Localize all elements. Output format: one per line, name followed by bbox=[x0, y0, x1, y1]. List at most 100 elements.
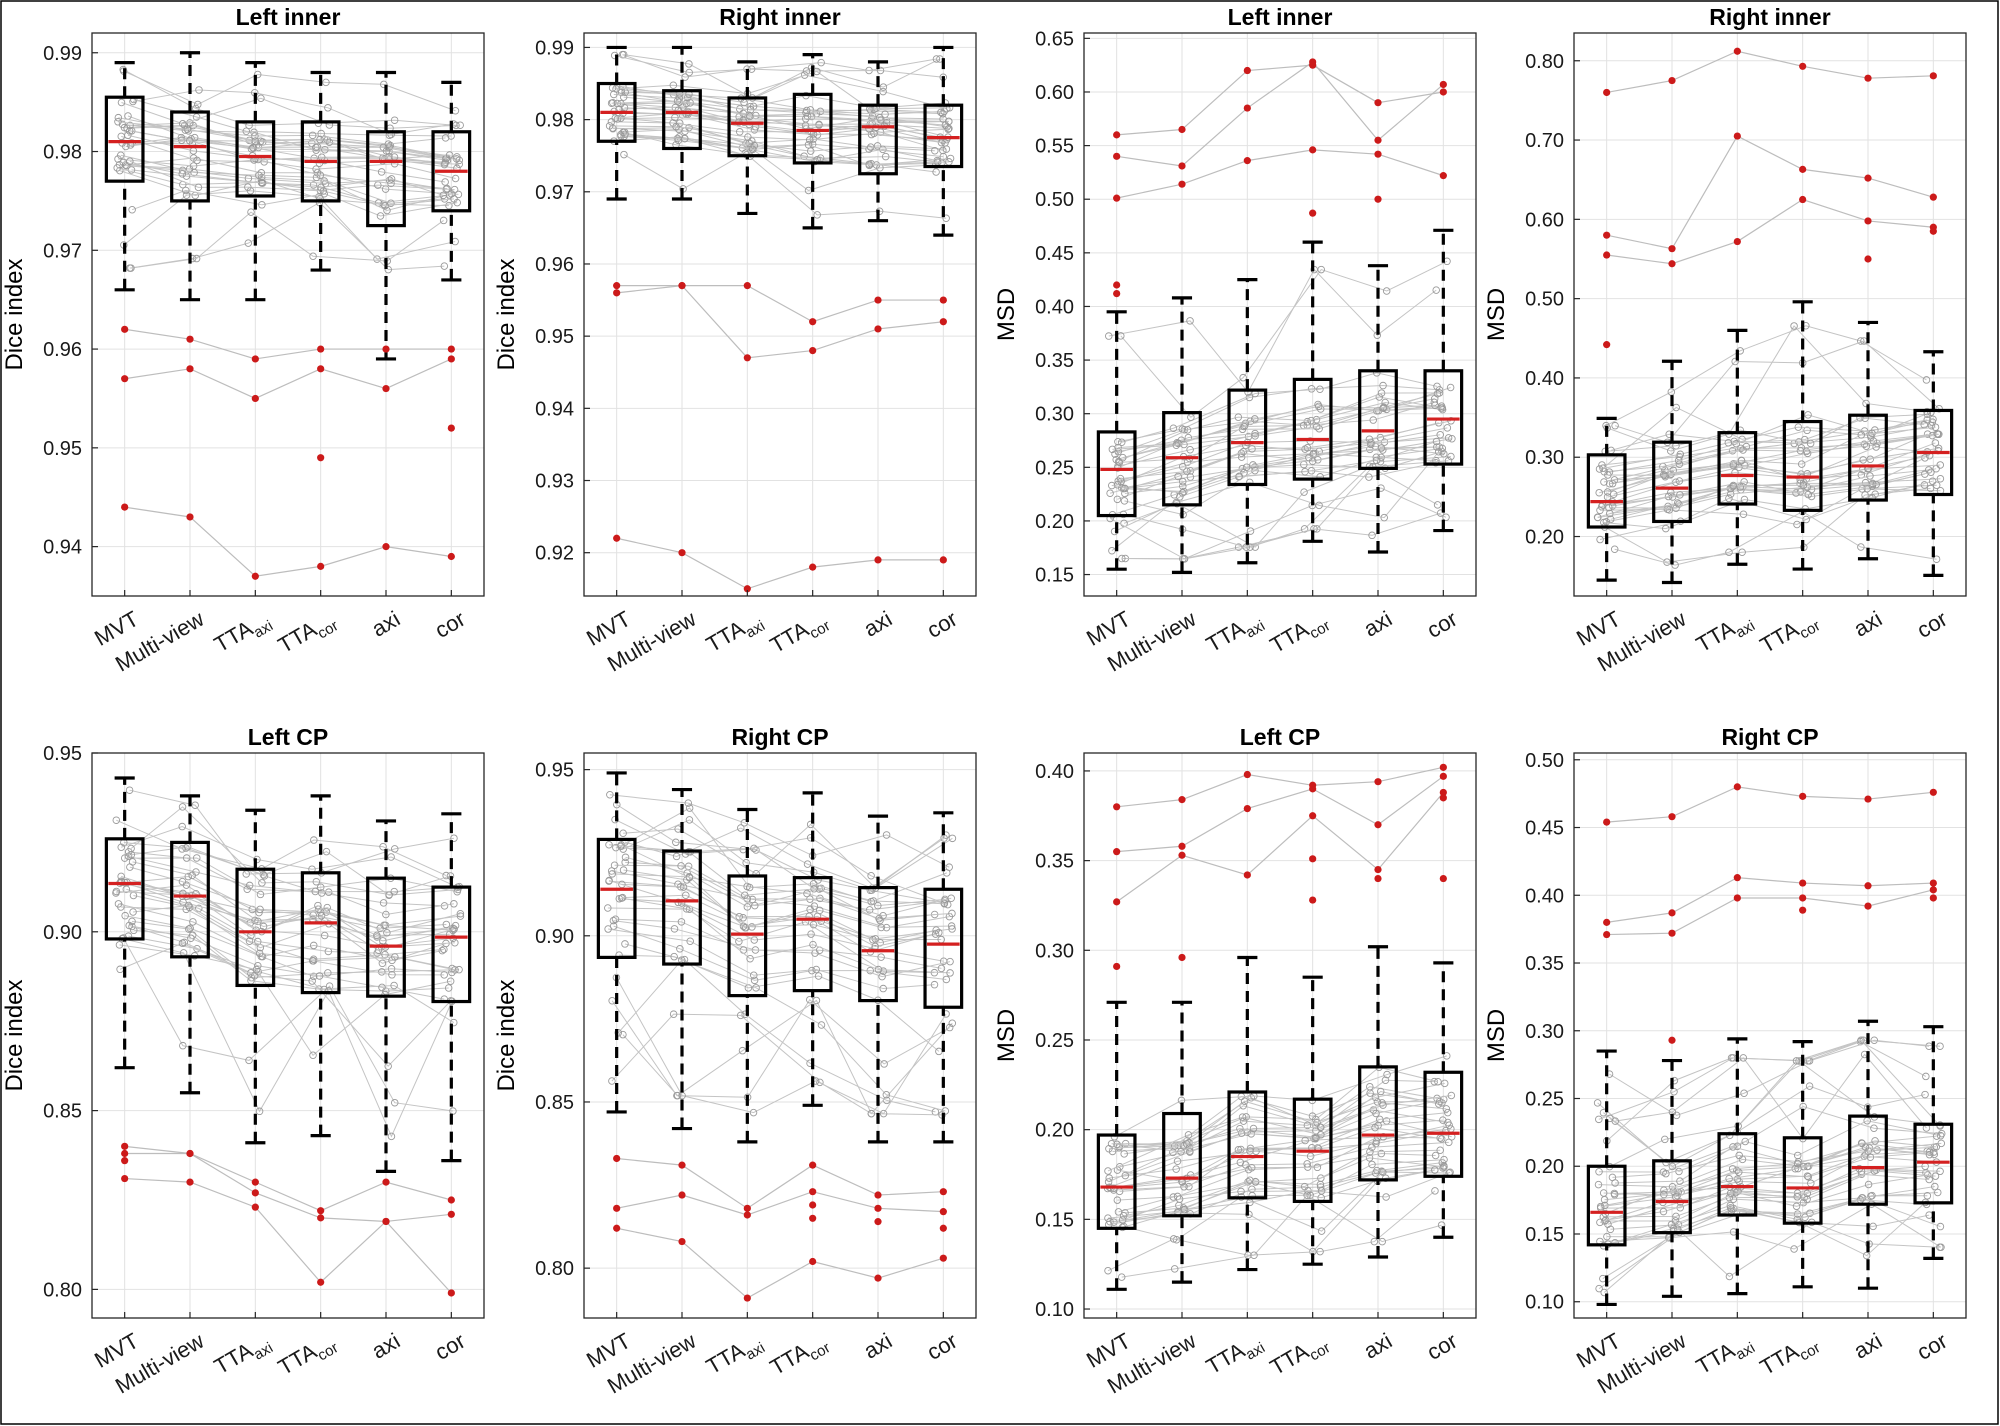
subject-point bbox=[752, 984, 760, 992]
x-tick-label: cor bbox=[431, 606, 470, 643]
outlier-marker bbox=[1799, 906, 1807, 914]
subject-trace bbox=[125, 915, 452, 977]
subject-trace bbox=[128, 851, 454, 916]
subject-point bbox=[684, 799, 693, 807]
subject-trace bbox=[118, 903, 443, 961]
subject-point bbox=[1735, 1151, 1743, 1160]
subject-point bbox=[1739, 510, 1748, 519]
y-tick-label: 0.45 bbox=[1525, 818, 1564, 840]
subject-point bbox=[1594, 1180, 1603, 1189]
subject-trace bbox=[623, 131, 938, 163]
subject-trace bbox=[121, 938, 453, 1138]
subject-trace bbox=[617, 959, 946, 1112]
subject-point bbox=[454, 190, 463, 199]
subject-trace bbox=[608, 880, 953, 940]
outlier-trace bbox=[1116, 766, 1444, 808]
subject-point bbox=[1437, 1221, 1446, 1229]
subject-point bbox=[185, 903, 194, 912]
subject-trace bbox=[613, 925, 947, 981]
subject-trace bbox=[621, 844, 952, 917]
subject-trace bbox=[117, 158, 448, 190]
subject-point bbox=[378, 968, 386, 976]
subject-trace bbox=[133, 99, 452, 137]
subject-point bbox=[1249, 1124, 1258, 1133]
subject-point bbox=[802, 106, 811, 115]
subject-point bbox=[373, 255, 381, 263]
subject-trace bbox=[1609, 1039, 1930, 1116]
outlier-marker bbox=[1243, 104, 1251, 112]
subject-point bbox=[619, 93, 628, 101]
subject-point bbox=[617, 842, 625, 851]
subject-point bbox=[876, 66, 885, 75]
subject-point bbox=[1596, 535, 1604, 544]
subject-point bbox=[192, 254, 201, 263]
chart-panel-3: 0.15 0.20 0.25 0.30 0.35 0.40 0.45 0.50 0.55 0.60… bbox=[993, 4, 1477, 677]
subject-point bbox=[746, 106, 755, 114]
subject-point bbox=[800, 71, 809, 79]
subject-trace bbox=[609, 880, 936, 947]
subject-point bbox=[1183, 467, 1191, 476]
subject-point bbox=[253, 855, 261, 864]
subject-point bbox=[1434, 1077, 1442, 1086]
outlier-trace bbox=[616, 1157, 944, 1210]
subject-point bbox=[1300, 525, 1309, 533]
subject-point bbox=[310, 836, 318, 844]
subject-point bbox=[1179, 1204, 1188, 1212]
box-iqr bbox=[1782, 1136, 1823, 1225]
outlier-marker bbox=[121, 1149, 129, 1158]
subject-point bbox=[126, 121, 134, 130]
outlier-marker bbox=[874, 1274, 882, 1282]
x-tick-label-base: axi bbox=[1359, 1328, 1396, 1364]
box-1 bbox=[596, 45, 637, 201]
subject-point bbox=[1931, 423, 1940, 431]
subject-point bbox=[1923, 1192, 1932, 1200]
x-tick-label: TTAaxi bbox=[702, 606, 768, 662]
subject-point bbox=[1433, 501, 1442, 509]
box-iqr bbox=[1586, 453, 1627, 529]
subject-trace bbox=[620, 807, 947, 903]
subject-point bbox=[877, 923, 886, 932]
outlier-markers bbox=[1603, 783, 1937, 1044]
outlier-marker bbox=[186, 365, 194, 373]
outlier-marker bbox=[1603, 341, 1611, 349]
subject-trace bbox=[1599, 417, 1925, 470]
subject-point bbox=[803, 860, 812, 868]
outlier-marker bbox=[1309, 855, 1317, 863]
subject-trace bbox=[123, 842, 458, 896]
subject-point bbox=[739, 922, 748, 931]
subject-point bbox=[1317, 1131, 1325, 1139]
subject-point bbox=[178, 170, 187, 178]
subject-point bbox=[1445, 1138, 1453, 1147]
box-iqr bbox=[1292, 1097, 1333, 1204]
subject-point bbox=[1732, 439, 1741, 448]
box-iqr bbox=[1423, 1070, 1464, 1178]
x-tick-label: TTAaxi bbox=[1692, 606, 1758, 662]
outlier-marker bbox=[1603, 231, 1611, 239]
box-5 bbox=[366, 819, 406, 1173]
subject-point bbox=[1800, 435, 1809, 444]
subject-point bbox=[1234, 543, 1243, 551]
outlier-marker bbox=[382, 1217, 390, 1226]
x-tick-label-base: axi bbox=[1849, 606, 1886, 642]
subject-point bbox=[1870, 1124, 1878, 1133]
subject-trace bbox=[1613, 442, 1936, 495]
outlier-marker bbox=[613, 534, 621, 542]
subject-trace bbox=[123, 70, 456, 112]
subject-point bbox=[1725, 1131, 1734, 1140]
subject-point bbox=[1251, 543, 1259, 551]
box-iqr bbox=[727, 96, 768, 158]
subject-trace bbox=[1599, 484, 1925, 541]
subject-point bbox=[382, 910, 390, 919]
subject-point bbox=[188, 871, 196, 880]
x-tick-label-base: TTA bbox=[766, 616, 813, 658]
x-tick-label: cor bbox=[1913, 606, 1952, 643]
subject-trace bbox=[616, 804, 945, 904]
subject-trace bbox=[621, 897, 935, 974]
subject-point bbox=[1735, 463, 1743, 472]
x-tick-label: axi bbox=[859, 1328, 896, 1364]
subject-point bbox=[1668, 1183, 1677, 1191]
subject-point bbox=[1857, 431, 1866, 439]
subject-trace bbox=[1604, 1174, 1928, 1222]
subject-trace bbox=[1118, 396, 1442, 453]
